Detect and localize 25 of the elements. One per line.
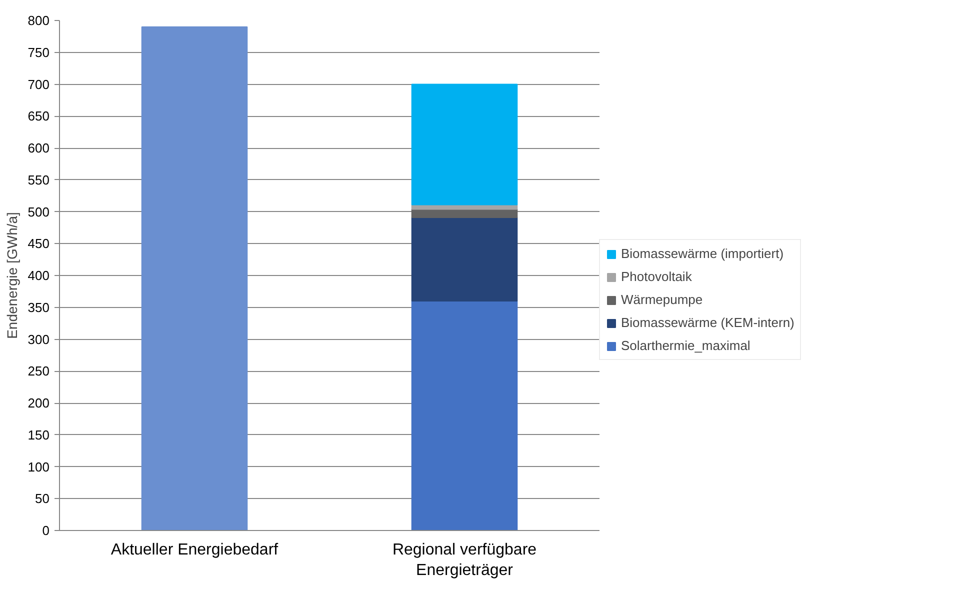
x-tick-label: Regional verfügbare Energieträger: [392, 542, 537, 579]
legend-label: Photovoltaik: [621, 269, 692, 284]
y-tick-label: 100: [28, 459, 50, 474]
y-tick-label: 650: [28, 108, 50, 124]
y-tick-label: 300: [28, 332, 50, 347]
y-tick-label: 50: [35, 491, 50, 506]
y-tick-label: 350: [28, 300, 50, 315]
x-tick-label: Aktueller Energiebedarf: [110, 542, 279, 558]
y-axis-title: Endenergie [GWh/a]: [4, 212, 20, 339]
y-tick-label: 400: [28, 268, 50, 283]
y-tick-label: 700: [28, 76, 50, 92]
y-tick-label: 500: [28, 204, 50, 220]
legend-label: Biomassewärme (importiert): [621, 246, 784, 261]
y-tick-label: 600: [28, 140, 50, 156]
y-tick-label: 550: [28, 172, 50, 188]
y-tick-label: 200: [28, 396, 50, 410]
legend-label: Solarthermie_maximal: [621, 338, 750, 353]
y-tick-label: 0: [42, 523, 50, 538]
y-tick-label: 250: [28, 364, 50, 379]
legend-label: Biomassewärme (KEM-intern): [621, 315, 794, 330]
y-tick-label: 750: [28, 44, 50, 60]
y-tick-label: 800: [28, 13, 50, 28]
y-tick-label: 450: [28, 236, 50, 252]
y-tick-label: 150: [28, 427, 50, 442]
legend-label: Wärmepumpe: [621, 292, 703, 307]
